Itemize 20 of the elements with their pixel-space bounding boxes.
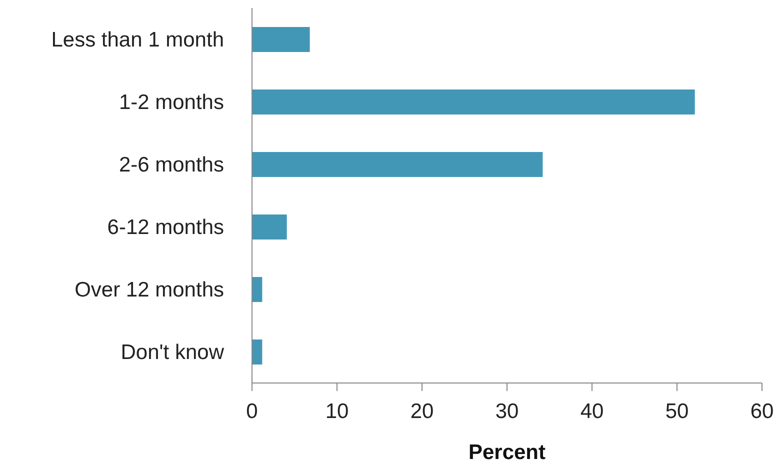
- x-tick-label: 60: [750, 400, 774, 423]
- x-tick-label: 10: [325, 400, 349, 423]
- y-tick-label: Less than 1 month: [51, 28, 224, 52]
- y-tick-label: 2-6 months: [118, 154, 224, 177]
- y-tick-label: 6-12 months: [107, 216, 224, 240]
- x-tick-label: 20: [410, 400, 434, 423]
- bar: [252, 90, 695, 114]
- bar: [252, 340, 262, 364]
- bar: [252, 27, 310, 52]
- x-tick-label: 40: [580, 400, 604, 423]
- bar: [252, 214, 287, 240]
- y-tick-label: Over 12 months: [74, 278, 224, 302]
- x-tick-label: 50: [665, 400, 689, 423]
- x-tick-label: 30: [495, 400, 519, 423]
- bar: [252, 152, 543, 177]
- y-tick-label: 1-2 months: [118, 91, 224, 114]
- x-tick-label: 0: [246, 400, 258, 423]
- x-axis-title: Percent: [468, 441, 546, 464]
- bar: [252, 277, 262, 302]
- y-tick-label: Don't know: [120, 341, 225, 364]
